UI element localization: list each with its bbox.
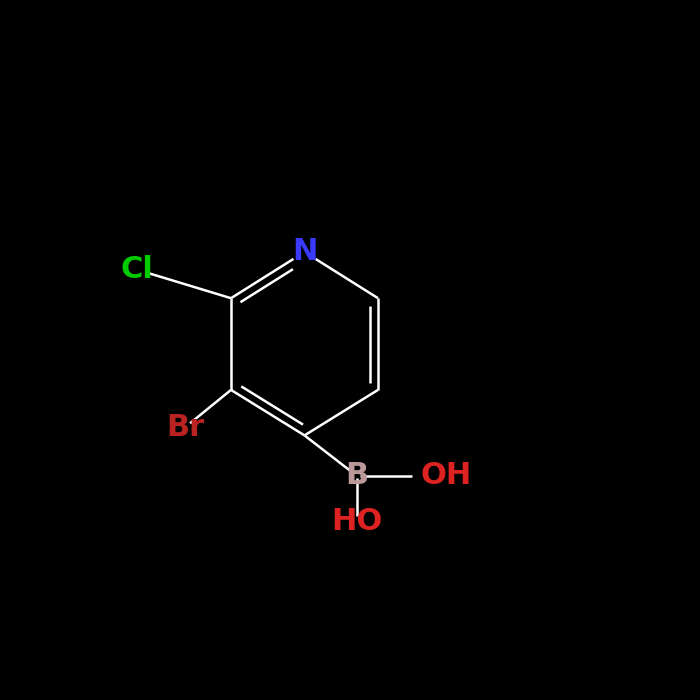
Text: B: B: [345, 461, 369, 491]
Text: HO: HO: [331, 507, 383, 536]
Text: N: N: [292, 237, 317, 267]
Text: OH: OH: [420, 461, 471, 491]
Text: Br: Br: [167, 412, 204, 442]
Text: Cl: Cl: [120, 255, 153, 284]
